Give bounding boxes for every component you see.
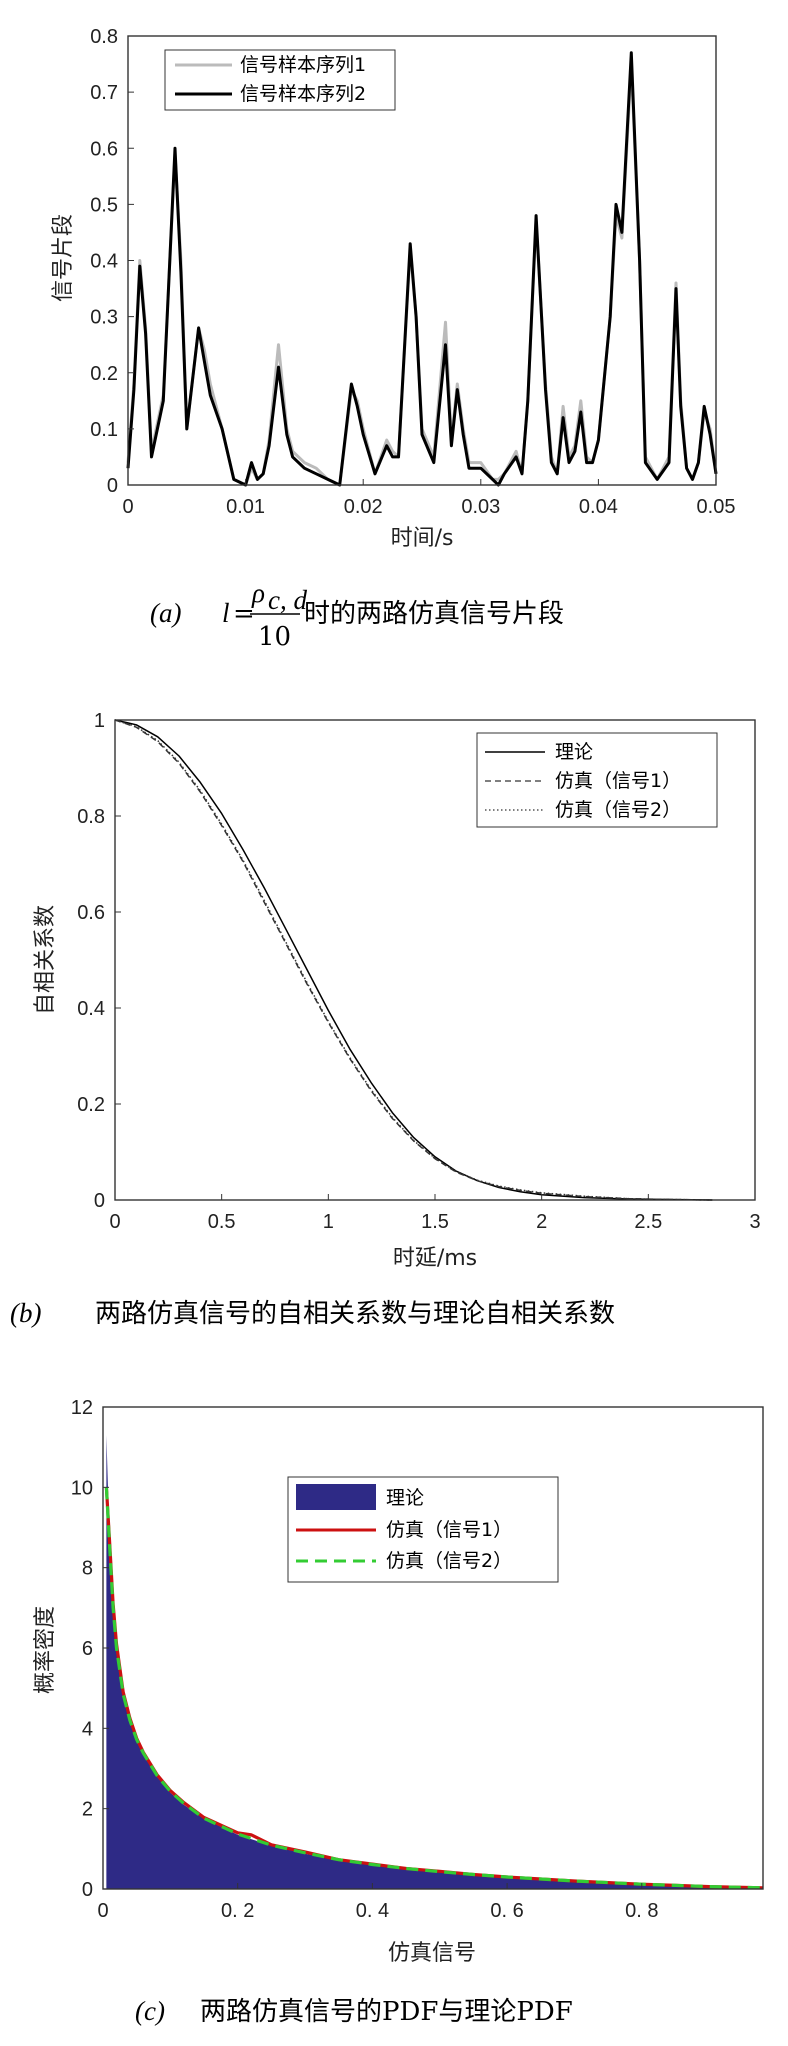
chart-a-signal-segments: 0 0.01 0.02 0.03 0.04 0.05 0 0.1 0.2 0.3 0.4 0.5 0.…: [51, 26, 735, 652]
caption-c-text: 两路仿真信号的PDF与理论PDF: [200, 1997, 573, 2027]
chart-c-y-ticks: 0 2 4 6 8 10 12: [71, 1397, 109, 1901]
chart-a-legend-label-1: 信号样本序列1: [240, 54, 366, 76]
chart-b-x-tick-label: 2: [536, 1211, 547, 1233]
chart-c-x-label: 仿真信号: [388, 1941, 476, 1966]
caption-a-denominator: 10: [258, 622, 291, 652]
chart-a-legend-label-2: 信号样本序列2: [240, 83, 366, 105]
chart-b-x-tick-label: 0: [109, 1211, 120, 1233]
chart-a-y-tick-label: 0.8: [90, 26, 118, 48]
chart-b-y-ticks: 0 0.2 0.4 0.6 0.8 1: [77, 710, 121, 1212]
chart-b-legend-label-1: 理论: [555, 741, 593, 763]
chart-c-x-tick-label: 0. 2: [221, 1900, 254, 1922]
chart-a-x-tick-label: 0.03: [461, 496, 500, 518]
chart-b-legend: 理论 仿真（信号1） 仿真（信号2）: [476, 732, 718, 828]
chart-a-legend: 信号样本序列1 信号样本序列2: [164, 49, 396, 111]
chart-a-x-tick-label: 0.05: [697, 496, 736, 518]
chart-a-y-label: 信号片段: [51, 214, 76, 302]
chart-b-legend-box: [476, 732, 718, 828]
chart-c-y-tick-label: 6: [82, 1638, 93, 1660]
chart-a-y-tick-label: 0.1: [90, 419, 118, 441]
chart-a-y-tick-label: 0.7: [90, 82, 118, 104]
chart-c-series-1: [106, 1435, 763, 1889]
chart-c-legend-label-1: 理论: [386, 1487, 424, 1509]
chart-c-y-label: 概率密度: [33, 1606, 58, 1694]
chart-c-x-tick-label: 0. 6: [490, 1900, 523, 1922]
chart-a-y-tick-label: 0.6: [90, 138, 118, 160]
chart-b-y-tick-label: 0.4: [77, 998, 105, 1020]
caption-a: (a) l = ρ c, d 10 时的两路仿真信号片段: [150, 578, 564, 652]
chart-c-x-ticks: 0 0. 2 0. 4 0. 6 0. 8: [97, 1883, 658, 1922]
chart-b-legend-label-3: 仿真（信号2）: [555, 799, 681, 821]
chart-c-y-tick-label: 0: [82, 1879, 93, 1901]
chart-a-x-tick-label: 0.01: [226, 496, 265, 518]
chart-a-x-label: 时间/s: [391, 526, 454, 551]
chart-c-legend-label-3: 仿真（信号2）: [386, 1550, 512, 1572]
chart-b-x-tick-label: 0.5: [208, 1211, 236, 1233]
chart-a-x-tick-label: 0.02: [344, 496, 383, 518]
chart-a-series-group: [126, 51, 718, 487]
caption-c-tag: (c): [135, 1996, 165, 2026]
chart-c-series-3: [104, 1487, 764, 1890]
chart-b-y-label: 自相关系数: [33, 905, 58, 1015]
caption-a-subscript: c, d: [268, 585, 307, 615]
chart-a-y-ticks: 0 0.1 0.2 0.3 0.4 0.5 0.6 0.7 0.8: [90, 26, 134, 497]
chart-a-x-ticks: 0 0.01 0.02 0.03 0.04 0.05: [122, 479, 735, 518]
chart-a-y-tick-label: 0.3: [90, 307, 118, 329]
chart-b-y-tick-label: 0.8: [77, 806, 105, 828]
chart-c-x-tick-label: 0. 8: [625, 1900, 658, 1922]
chart-c-series-group: [104, 1435, 764, 1890]
caption-a-text: 时的两路仿真信号片段: [304, 599, 564, 629]
chart-c-y-tick-label: 8: [82, 1558, 93, 1580]
chart-a-x-tick-label: 0.04: [579, 496, 618, 518]
chart-a-y-tick-label: 0: [107, 475, 118, 497]
caption-b-text: 两路仿真信号的自相关系数与理论自相关系数: [95, 1299, 615, 1329]
caption-a-var: l: [222, 598, 230, 628]
chart-c-y-tick-label: 2: [82, 1799, 93, 1821]
chart-a-x-tick-label: 0: [122, 496, 133, 518]
chart-b-y-tick-label: 1: [94, 710, 105, 732]
chart-b-y-tick-label: 0.2: [77, 1094, 105, 1116]
chart-b-x-tick-label: 2.5: [634, 1211, 662, 1233]
caption-c: (c) 两路仿真信号的PDF与理论PDF: [135, 1996, 573, 2027]
caption-a-equals: =: [233, 599, 255, 629]
chart-c-legend-label-2: 仿真（信号1）: [386, 1519, 512, 1541]
chart-c-x-tick-label: 0: [97, 1900, 108, 1922]
chart-c-y-tick-label: 4: [82, 1718, 93, 1740]
chart-c-x-tick-label: 0. 4: [356, 1900, 389, 1922]
caption-a-tag: (a): [150, 598, 181, 628]
caption-b-tag: (b): [10, 1298, 41, 1328]
chart-b-legend-label-2: 仿真（信号1）: [555, 770, 681, 792]
chart-b-y-tick-label: 0: [94, 1190, 105, 1212]
chart-b-y-tick-label: 0.6: [77, 902, 105, 924]
chart-b-autocorrelation: 0 0.5 1 1.5 2 2.5 3 0 0.2 0.4 0.6 0.8 1 时延/ms 自相关系数…: [10, 710, 761, 1329]
caption-a-rho: ρ: [251, 578, 265, 608]
chart-c-legend-swatch-1: [296, 1484, 376, 1510]
chart-a-legend-box: [164, 49, 396, 111]
chart-c-legend: 理论 仿真（信号1） 仿真（信号2）: [287, 1476, 559, 1583]
chart-b-x-tick-label: 1: [323, 1211, 334, 1233]
chart-a-y-tick-label: 0.5: [90, 194, 118, 216]
chart-a-series-2: [126, 51, 718, 487]
chart-c-pdf: 0 0. 2 0. 4 0. 6 0. 8 0 2 4 6 8 10 12 仿真信号 概率密度 理论…: [33, 1397, 764, 2027]
chart-b-x-tick-label: 1.5: [421, 1211, 449, 1233]
chart-b-x-ticks: 0 0.5 1 1.5 2 2.5 3: [109, 1194, 761, 1233]
chart-b-series-2: [114, 719, 713, 1201]
chart-c-y-tick-label: 12: [71, 1397, 93, 1419]
chart-b-x-label: 时延/ms: [393, 1246, 477, 1271]
chart-c-y-tick-label: 10: [71, 1477, 93, 1499]
chart-a-y-tick-label: 0.2: [90, 363, 118, 385]
chart-a-y-tick-label: 0.4: [90, 251, 118, 273]
chart-b-x-tick-label: 3: [749, 1211, 760, 1233]
caption-b: (b) 两路仿真信号的自相关系数与理论自相关系数: [10, 1298, 615, 1329]
